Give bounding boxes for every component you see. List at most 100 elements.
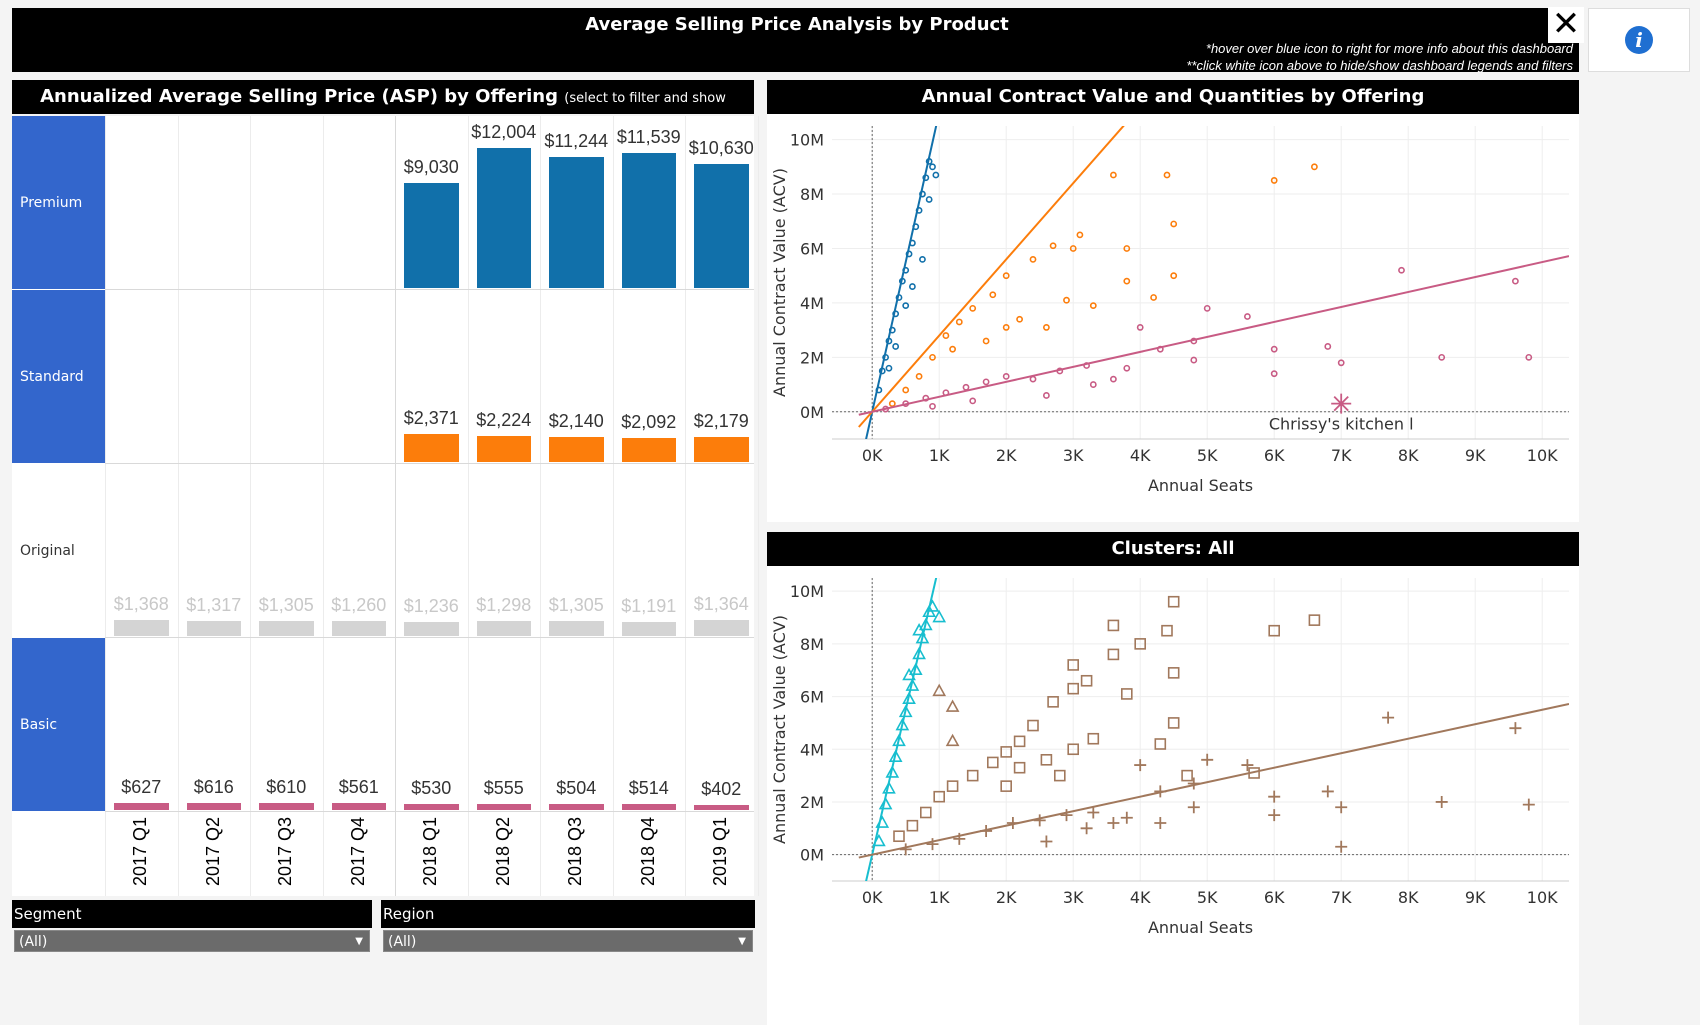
- data-point[interactable]: [1049, 242, 1057, 250]
- segment-filter-select[interactable]: (All) ▼: [14, 930, 370, 952]
- data-point[interactable]: [1107, 817, 1120, 830]
- data-point[interactable]: [1241, 759, 1254, 772]
- data-point[interactable]: [902, 400, 910, 408]
- data-point[interactable]: [872, 833, 886, 847]
- data-point[interactable]: [925, 599, 940, 612]
- asp-bar-standard[interactable]: [404, 434, 459, 462]
- data-point[interactable]: [1040, 835, 1053, 848]
- data-point[interactable]: [1525, 353, 1533, 361]
- data-point[interactable]: [915, 372, 923, 380]
- data-point[interactable]: [888, 400, 896, 408]
- clusters-scatter-chart[interactable]: 0K 1K 2K 3K 4K 5K 6K 7K 8K 9K 10K0M2M4M6M8M10MAnnu…: [767, 566, 1579, 1025]
- data-point[interactable]: [942, 389, 950, 397]
- asp-bar-standard[interactable]: [621, 437, 676, 462]
- data-point[interactable]: [1512, 277, 1519, 285]
- data-point[interactable]: [1029, 375, 1037, 383]
- data-point[interactable]: [989, 291, 997, 299]
- asp-bar-premium[interactable]: [621, 153, 676, 288]
- data-point[interactable]: [1053, 769, 1066, 782]
- data-point[interactable]: [1270, 177, 1278, 184]
- data-point[interactable]: [1170, 220, 1178, 228]
- data-point[interactable]: [932, 609, 947, 623]
- offering-row-standard[interactable]: Standard: [12, 290, 105, 463]
- data-point[interactable]: [969, 304, 977, 312]
- offering-row-original[interactable]: Original: [12, 464, 105, 637]
- data-point[interactable]: [1002, 324, 1010, 331]
- data-point[interactable]: [1107, 619, 1120, 632]
- data-point[interactable]: [1311, 163, 1318, 171]
- data-point[interactable]: [1067, 682, 1080, 695]
- data-point[interactable]: [1013, 761, 1026, 774]
- data-point[interactable]: [1335, 801, 1348, 814]
- data-point[interactable]: [929, 402, 936, 410]
- data-point[interactable]: [925, 157, 933, 165]
- data-point[interactable]: [1167, 595, 1180, 608]
- data-point[interactable]: [885, 337, 893, 345]
- data-point[interactable]: [1134, 759, 1147, 772]
- asp-bar-standard[interactable]: [476, 436, 531, 462]
- data-point[interactable]: [888, 326, 896, 334]
- data-point[interactable]: [912, 223, 920, 231]
- data-point[interactable]: [1027, 719, 1039, 732]
- data-point[interactable]: [966, 769, 979, 782]
- data-point[interactable]: [912, 646, 926, 660]
- data-point[interactable]: [875, 815, 890, 828]
- data-point[interactable]: [1067, 659, 1080, 671]
- data-point[interactable]: [1321, 785, 1334, 798]
- data-point[interactable]: [1033, 814, 1046, 827]
- data-point[interactable]: [1042, 324, 1050, 331]
- data-point[interactable]: [1187, 777, 1200, 790]
- data-point[interactable]: [908, 283, 916, 290]
- asp-bar-original[interactable]: [476, 620, 531, 636]
- data-point[interactable]: [955, 318, 963, 326]
- data-point[interactable]: [915, 206, 923, 214]
- data-point[interactable]: [906, 819, 919, 832]
- asp-bar-original[interactable]: [331, 621, 386, 636]
- data-point[interactable]: [945, 733, 960, 747]
- data-point[interactable]: [1154, 785, 1167, 798]
- data-point[interactable]: [902, 266, 910, 274]
- asp-bar-standard[interactable]: [694, 436, 749, 462]
- data-point[interactable]: [949, 345, 956, 353]
- offering-row-basic[interactable]: Basic: [12, 638, 105, 811]
- data-point[interactable]: [1201, 753, 1214, 766]
- data-point[interactable]: [1509, 722, 1522, 735]
- info-button[interactable]: i: [1588, 8, 1690, 72]
- asp-bar-standard[interactable]: [549, 437, 604, 462]
- data-point[interactable]: [1042, 392, 1050, 399]
- data-point[interactable]: [888, 749, 903, 762]
- asp-bar-premium[interactable]: [549, 156, 604, 288]
- data-point[interactable]: [1150, 294, 1157, 301]
- asp-bar-premium[interactable]: [404, 182, 459, 288]
- asp-bar-basic[interactable]: [621, 804, 676, 810]
- data-point[interactable]: [893, 830, 905, 843]
- asp-bar-premium[interactable]: [694, 164, 749, 288]
- data-point[interactable]: [1170, 272, 1178, 280]
- data-point[interactable]: [882, 405, 889, 413]
- data-point[interactable]: [1203, 304, 1211, 312]
- asp-bar-basic[interactable]: [114, 802, 169, 810]
- data-point[interactable]: [1435, 795, 1448, 808]
- data-point[interactable]: [878, 796, 893, 810]
- data-point[interactable]: [918, 617, 933, 631]
- data-point[interactable]: [878, 367, 886, 375]
- data-point[interactable]: [885, 765, 900, 778]
- data-point[interactable]: [1000, 780, 1012, 792]
- data-point[interactable]: [925, 196, 933, 203]
- data-point[interactable]: [1134, 638, 1147, 650]
- data-point[interactable]: [982, 337, 990, 345]
- data-point[interactable]: [1163, 171, 1171, 179]
- data-point[interactable]: [892, 733, 906, 747]
- data-point[interactable]: [969, 397, 977, 405]
- data-point[interactable]: [1123, 277, 1131, 285]
- info-icon[interactable]: i: [1625, 26, 1653, 54]
- data-point[interactable]: [1382, 711, 1395, 724]
- data-point[interactable]: [1087, 732, 1100, 745]
- data-point[interactable]: [919, 190, 926, 198]
- data-point[interactable]: [1308, 614, 1321, 626]
- data-point[interactable]: [1083, 362, 1090, 369]
- data-point[interactable]: [1120, 688, 1133, 700]
- data-point[interactable]: [942, 332, 950, 339]
- data-point[interactable]: [908, 239, 916, 247]
- asp-bar-basic[interactable]: [476, 803, 531, 810]
